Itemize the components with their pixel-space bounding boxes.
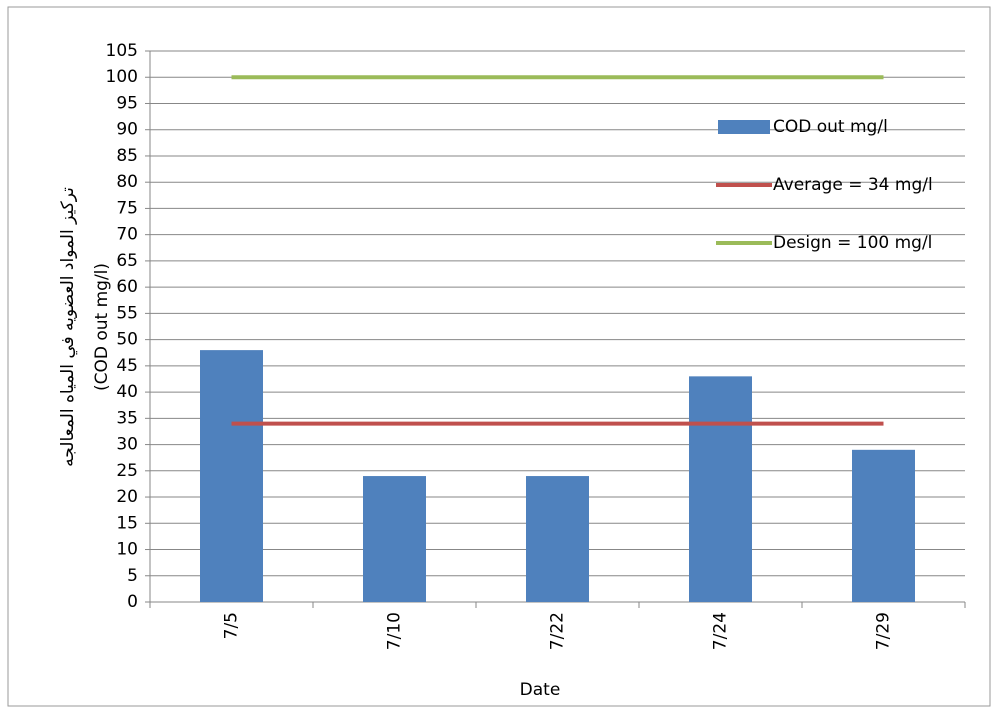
- y-tick-label: 60: [116, 277, 138, 297]
- x-tick-label: 7/22: [548, 612, 568, 650]
- y-tick-label: 55: [116, 303, 138, 323]
- legend-label: COD out mg/l: [773, 117, 888, 137]
- y-tick-label: 20: [116, 487, 138, 507]
- y-tick-label: 95: [116, 93, 138, 113]
- bar: [689, 376, 752, 602]
- y-tick-label: 105: [106, 41, 138, 61]
- y-tick-label: 0: [127, 592, 138, 612]
- y-tick-label: 45: [116, 356, 138, 376]
- y-axis-title: تركيز المواد العضويه في المياه المعالجه: [58, 187, 78, 467]
- legend-label: Average = 34 mg/l: [773, 175, 933, 195]
- x-tick-label: 7/29: [874, 612, 894, 650]
- y-tick-label: 65: [116, 251, 138, 271]
- y-tick-label: 40: [116, 382, 138, 402]
- bar: [363, 476, 426, 602]
- y-axis-title: (COD out mg/l): [92, 263, 112, 391]
- bar: [200, 350, 263, 602]
- y-tick-label: 85: [116, 146, 138, 166]
- y-tick-label: 100: [106, 67, 138, 87]
- x-tick-label: 7/24: [711, 612, 731, 650]
- y-tick-label: 35: [116, 408, 138, 428]
- x-tick-label: 7/10: [385, 612, 405, 650]
- y-tick-label: 70: [116, 225, 138, 245]
- x-axis-title: Date: [520, 680, 561, 700]
- chart-frame: [7, 6, 991, 707]
- legend-swatch: [718, 120, 770, 134]
- bar: [852, 449, 915, 602]
- y-tick-label: 15: [116, 513, 138, 533]
- y-tick-label: 80: [116, 172, 138, 192]
- legend-label: Design = 100 mg/l: [773, 233, 932, 253]
- x-tick-label: 7/5: [222, 612, 242, 639]
- y-tick-label: 5: [127, 566, 138, 586]
- y-tick-label: 10: [116, 540, 138, 560]
- y-tick-label: 50: [116, 330, 138, 350]
- y-tick-label: 30: [116, 435, 138, 455]
- bar: [526, 476, 589, 602]
- y-tick-label: 90: [116, 120, 138, 140]
- y-tick-label: 75: [116, 198, 138, 218]
- y-tick-label: 25: [116, 461, 138, 481]
